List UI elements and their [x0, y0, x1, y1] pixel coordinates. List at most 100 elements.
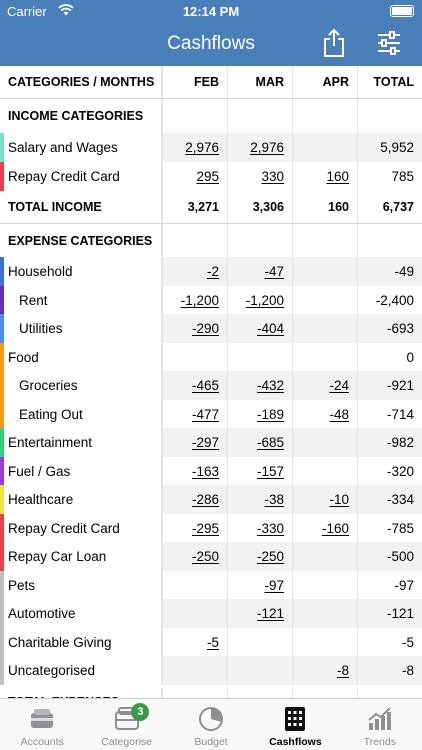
eating-out-apr[interactable]: -48 [292, 400, 357, 428]
automotive-mar-value[interactable]: -121 [256, 606, 284, 621]
groceries-feb[interactable]: -465 [162, 371, 227, 400]
entertainment-feb-value[interactable]: -297 [191, 435, 219, 450]
tab-cashflows[interactable]: Cashflows [253, 699, 337, 750]
fuel-gas-feb[interactable]: -163 [162, 457, 227, 485]
category-label: Pets [0, 571, 162, 599]
table-row[interactable]: Eating Out -477 -189 -48 -714 [0, 400, 422, 428]
healthcare-feb[interactable]: -286 [162, 485, 227, 514]
fuel-gas-feb-value[interactable]: -163 [191, 463, 219, 479]
uncategorised-apr-value[interactable]: -8 [336, 663, 349, 678]
salary-and-wages-feb-value[interactable]: 2,976 [185, 140, 219, 155]
utilities-feb-value[interactable]: -290 [191, 321, 219, 336]
repay-credit-card-feb-value[interactable]: 295 [196, 169, 219, 184]
category-name: Pets [8, 577, 36, 593]
rent-feb[interactable]: -1,200 [162, 286, 227, 314]
repay-credit-card-mar[interactable]: 330 [227, 162, 292, 191]
entertainment-feb[interactable]: -297 [162, 428, 227, 457]
utilities-mar-value[interactable]: -404 [256, 321, 284, 336]
repay-credit-card-apr[interactable]: 160 [292, 162, 357, 191]
groceries-mar[interactable]: -432 [227, 371, 292, 400]
healthcare-apr[interactable]: -10 [292, 485, 357, 514]
repay-car-loan-mar[interactable]: -250 [227, 542, 292, 571]
table-row[interactable]: Automotive -121 -121 [0, 599, 422, 628]
entertainment-mar-value[interactable]: -685 [256, 435, 284, 450]
household-mar[interactable]: -47 [227, 257, 292, 286]
category-label: Uncategorised [0, 656, 162, 685]
uncategorised-total-value: -8 [401, 663, 414, 678]
automotive-mar[interactable]: -121 [227, 599, 292, 628]
groceries-apr-value[interactable]: -24 [329, 378, 349, 393]
repay-credit-card-feb[interactable]: -295 [162, 514, 227, 542]
uncategorised-apr[interactable]: -8 [292, 656, 357, 685]
automotive-feb [162, 599, 227, 628]
groceries-mar-value[interactable]: -432 [256, 378, 284, 393]
table-row[interactable]: Repay Credit Card -295 -330 -160 -785 [0, 514, 422, 542]
eating-out-feb-value[interactable]: -477 [191, 406, 219, 422]
category-label: Repay Credit Card [0, 162, 162, 191]
salary-and-wages-feb[interactable]: 2,976 [162, 133, 227, 162]
table-row[interactable]: Food 0 [0, 343, 422, 371]
rent-mar[interactable]: -1,200 [227, 286, 292, 314]
table-row[interactable]: Charitable Giving -5 -5 [0, 628, 422, 656]
tab-budget[interactable]: Budget [169, 699, 253, 750]
healthcare-apr-value[interactable]: -10 [329, 492, 349, 507]
table-row[interactable]: Groceries -465 -432 -24 -921 [0, 371, 422, 400]
household-feb-value[interactable]: -2 [206, 264, 219, 279]
tab-trends[interactable]: Trends [338, 699, 422, 750]
fuel-gas-mar[interactable]: -157 [227, 457, 292, 485]
pets-mar[interactable]: -97 [227, 571, 292, 599]
repay-credit-card-feb[interactable]: 295 [162, 162, 227, 191]
food-total-value: 0 [406, 349, 414, 365]
table-row[interactable]: Fuel / Gas -163 -157 -320 [0, 457, 422, 485]
share-icon[interactable] [321, 28, 347, 58]
tab-categorise[interactable]: 3 Categorise [84, 699, 168, 750]
repay-credit-card-mar[interactable]: -330 [227, 514, 292, 542]
rent-feb-value[interactable]: -1,200 [180, 292, 219, 308]
eating-out-feb[interactable]: -477 [162, 400, 227, 428]
table-row[interactable]: Repay Credit Card 295 330 160 785 [0, 162, 422, 191]
repay-credit-card-apr[interactable]: -160 [292, 514, 357, 542]
repay-credit-card-feb-value[interactable]: -295 [191, 520, 219, 536]
healthcare-mar[interactable]: -38 [227, 485, 292, 514]
groceries-apr[interactable]: -24 [292, 371, 357, 400]
table-row[interactable]: Salary and Wages 2,976 2,976 5,952 [0, 133, 422, 162]
rent-mar-value[interactable]: -1,200 [245, 292, 284, 308]
utilities-feb[interactable]: -290 [162, 314, 227, 343]
table-row[interactable]: Repay Car Loan -250 -250 -500 [0, 542, 422, 571]
charitable-giving-feb[interactable]: -5 [162, 628, 227, 656]
table-row[interactable]: Healthcare -286 -38 -10 -334 [0, 485, 422, 514]
salary-and-wages-mar-value[interactable]: 2,976 [250, 140, 284, 155]
groceries-feb-value[interactable]: -465 [191, 378, 219, 393]
pets-mar-value[interactable]: -97 [264, 577, 284, 593]
repay-car-loan-feb[interactable]: -250 [162, 542, 227, 571]
table-row[interactable]: Rent -1,200 -1,200 -2,400 [0, 286, 422, 314]
salary-and-wages-mar[interactable]: 2,976 [227, 133, 292, 162]
household-feb[interactable]: -2 [162, 257, 227, 286]
header-apr: APR [292, 66, 357, 98]
eating-out-mar[interactable]: -189 [227, 400, 292, 428]
healthcare-mar-value[interactable]: -38 [264, 492, 284, 507]
tab-accounts[interactable]: Accounts [0, 699, 84, 750]
table-row[interactable]: Pets -97 -97 [0, 571, 422, 599]
eating-out-mar-value[interactable]: -189 [256, 406, 284, 422]
repay-credit-card-mar-value[interactable]: 330 [261, 169, 284, 184]
repay-car-loan-mar-value[interactable]: -250 [256, 549, 284, 564]
eating-out-apr-value[interactable]: -48 [329, 406, 349, 422]
table-row[interactable]: Uncategorised -8 -8 [0, 656, 422, 685]
repay-credit-card-apr-value[interactable]: -160 [321, 520, 349, 536]
utilities-mar[interactable]: -404 [227, 314, 292, 343]
entertainment-mar[interactable]: -685 [227, 428, 292, 457]
fuel-gas-mar-value[interactable]: -157 [256, 463, 284, 479]
repay-car-loan-feb-value[interactable]: -250 [191, 549, 219, 564]
repay-credit-card-mar-value[interactable]: -330 [256, 520, 284, 536]
cashflow-table[interactable]: CATEGORIES / MONTHS FEB MAR APR TOTAL IN… [0, 66, 422, 698]
table-row[interactable]: Entertainment -297 -685 -982 [0, 428, 422, 457]
repay-credit-card-apr-value[interactable]: 160 [326, 169, 349, 184]
table-row[interactable]: Household -2 -47 -49 [0, 257, 422, 286]
total-income-row: TOTAL INCOME 3,271 3,306 160 6,737 [0, 191, 422, 224]
household-mar-value[interactable]: -47 [264, 264, 284, 279]
filter-sliders-icon[interactable] [376, 30, 402, 56]
healthcare-feb-value[interactable]: -286 [191, 492, 219, 507]
charitable-giving-feb-value[interactable]: -5 [206, 634, 219, 650]
table-row[interactable]: Utilities -290 -404 -693 [0, 314, 422, 343]
